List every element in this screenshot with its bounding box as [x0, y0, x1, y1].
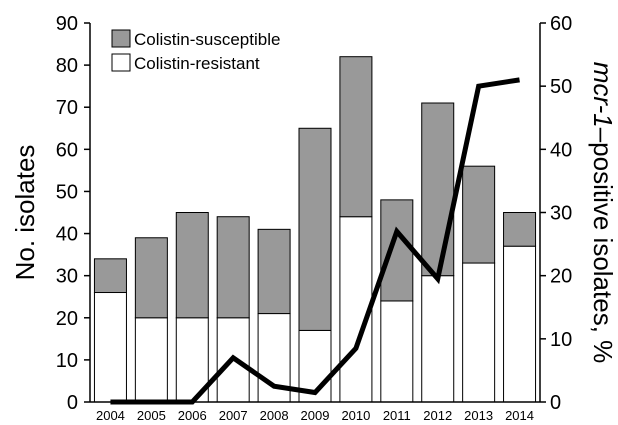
x-tick-label: 2011 [383, 408, 411, 423]
legend-label: Colistin-susceptible [134, 30, 280, 49]
bar-susceptible-2005 [134, 237, 168, 319]
bar-resistant-2004 [93, 292, 127, 403]
x-tick-label: 2012 [423, 408, 452, 423]
left-tick-label: 30 [56, 266, 78, 288]
bar-susceptible-2006 [175, 212, 209, 319]
left-tick-label: 50 [56, 181, 78, 203]
x-tick-label: 2008 [260, 408, 289, 423]
right-tick-label: 30 [550, 203, 572, 225]
x-tick-label: 2010 [341, 408, 370, 423]
bar-susceptible-2012 [421, 102, 455, 277]
legend-swatch [111, 53, 131, 72]
bar-susceptible-2004 [93, 258, 127, 294]
legend-label: Colistin-resistant [134, 54, 260, 73]
axes-layer: 0 10 20 30 40 50 60 70 80 90 0 10 20 30 40 50 60 2004 2005… [10, 13, 618, 423]
x-tick-label: 2006 [178, 408, 207, 423]
left-tick-label: 80 [56, 55, 78, 77]
bar-susceptible-2011 [380, 199, 414, 302]
left-tick-label: 40 [56, 224, 78, 246]
left-tick-label: 70 [56, 97, 78, 119]
bar-resistant-2012 [421, 275, 455, 403]
x-tick-label: 2009 [301, 408, 330, 423]
bar-resistant-2011 [380, 300, 414, 403]
right-tick-label: 50 [550, 76, 572, 98]
left-tick-label: 90 [56, 13, 78, 35]
left-tick-label: 10 [56, 350, 78, 372]
right-tick-label: 0 [550, 392, 561, 414]
x-tick-label: 2007 [219, 408, 248, 423]
left-tick-label: 60 [56, 139, 78, 161]
x-tick-label: 2014 [505, 408, 534, 423]
right-tick-label: 40 [550, 139, 572, 161]
bar-susceptible-2013 [462, 165, 496, 264]
bar-susceptible-2007 [216, 216, 250, 319]
bar-susceptible-2010 [339, 56, 373, 218]
legend-swatch [111, 29, 131, 48]
legend: Colistin-susceptible Colistin-resistant [111, 29, 280, 73]
bar-resistant-2005 [134, 317, 168, 403]
left-tick-label: 20 [56, 308, 78, 330]
left-tick-label: 0 [67, 392, 78, 414]
bar-susceptible-2009 [298, 127, 332, 331]
bar-susceptible-2014 [503, 212, 537, 247]
right-tick-label: 10 [550, 329, 572, 351]
right-tick-label: 60 [550, 13, 572, 35]
bar-resistant-2014 [503, 245, 537, 403]
x-tick-label: 2013 [464, 408, 493, 423]
bar-resistant-2013 [462, 262, 496, 403]
bars-layer [93, 56, 537, 403]
right-axis-title-italic: mcr-1 [588, 62, 618, 128]
right-axis-title-rest: –positive isolates, % [588, 128, 618, 364]
right-axis-title: mcr-1–positive isolates, % [588, 62, 618, 364]
bar-susceptible-2008 [257, 228, 291, 315]
left-axis-title: No. isolates [10, 145, 40, 281]
x-tick-label: 2005 [137, 408, 166, 423]
right-tick-label: 20 [550, 266, 572, 288]
x-tick-label: 2004 [96, 408, 125, 423]
